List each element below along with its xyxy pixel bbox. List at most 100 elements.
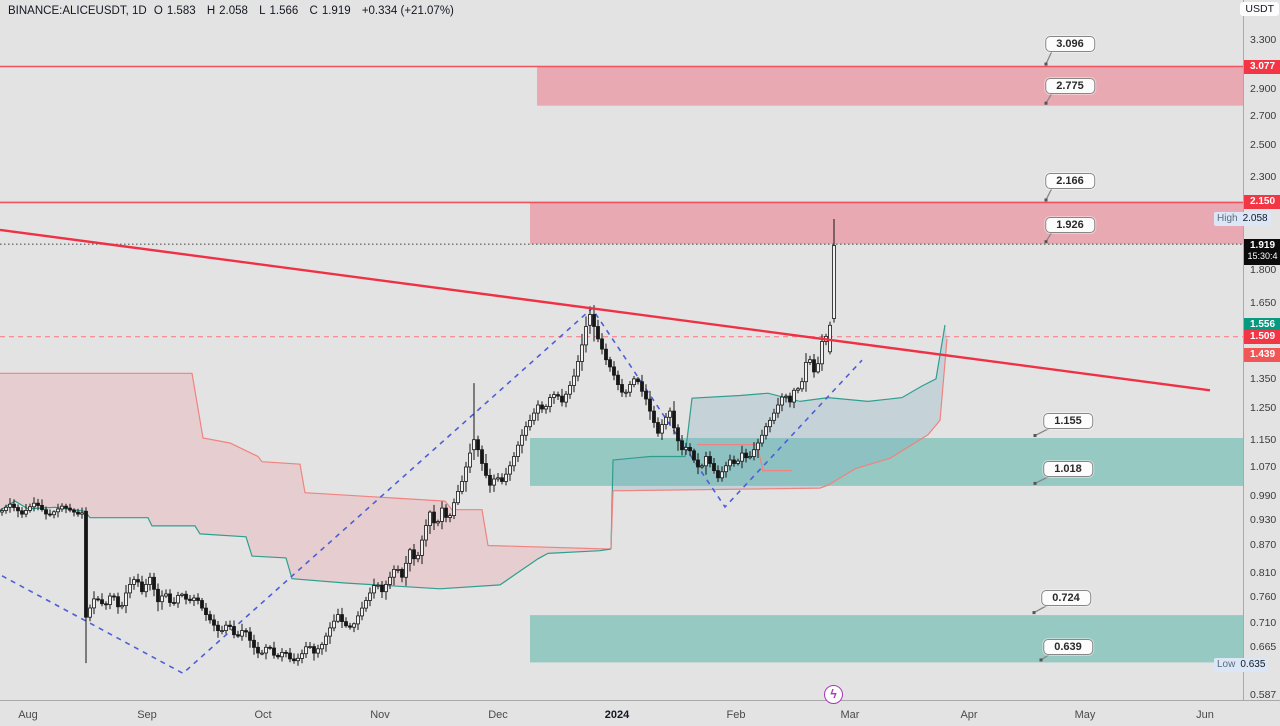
up-candle-body bbox=[760, 434, 764, 444]
down-candle-body bbox=[112, 595, 116, 598]
up-candle-body bbox=[660, 424, 664, 434]
up-candle-body bbox=[224, 624, 228, 632]
supply-zone[interactable] bbox=[537, 66, 1243, 106]
price-tick-3.300: 3.300 bbox=[1250, 33, 1277, 46]
up-candle-body bbox=[332, 620, 336, 629]
up-candle-body bbox=[520, 434, 524, 446]
time-tick-Apr: Apr bbox=[960, 709, 978, 721]
price-note-2.166[interactable]: 2.166 bbox=[1045, 173, 1095, 189]
descending-trendline-drawing[interactable] bbox=[0, 228, 1211, 392]
up-candle-body bbox=[324, 635, 328, 645]
callout-tail bbox=[1034, 475, 1051, 484]
price-note-0.639[interactable]: 0.639 bbox=[1043, 639, 1093, 655]
up-candle-body bbox=[764, 426, 768, 436]
price-note-0.724[interactable]: 0.724 bbox=[1041, 590, 1091, 606]
down-candle-body bbox=[272, 647, 276, 656]
up-candle-body bbox=[576, 361, 580, 377]
up-candle-body bbox=[568, 385, 572, 395]
callout-anchor-dot bbox=[1033, 434, 1037, 438]
time-tick-Sep: Sep bbox=[137, 709, 157, 721]
price-note-1.926[interactable]: 1.926 bbox=[1045, 217, 1095, 233]
up-candle-body bbox=[548, 397, 552, 408]
up-candle-body bbox=[664, 416, 668, 425]
up-candle-body bbox=[428, 511, 432, 526]
down-candle-body bbox=[40, 504, 44, 510]
senkou-b-line bbox=[0, 372, 611, 550]
axis-price-label-1.439: 1.439 bbox=[1244, 347, 1280, 362]
up-candle-body bbox=[828, 324, 832, 353]
demand-zone[interactable] bbox=[530, 438, 1243, 486]
down-candle-body bbox=[380, 584, 384, 593]
up-candle-body bbox=[360, 607, 364, 617]
up-candle-body bbox=[368, 592, 372, 601]
time-axis[interactable]: Aug Sep Oct Nov Dec 2024 Feb Mar Apr May Jun bbox=[0, 700, 1280, 726]
up-candle-body bbox=[4, 506, 8, 511]
price-note-2.775[interactable]: 2.775 bbox=[1045, 78, 1095, 94]
senkou-b-line bbox=[610, 338, 948, 550]
down-candle-body bbox=[592, 314, 596, 327]
up-candle-body bbox=[396, 569, 400, 571]
callout-tail bbox=[1045, 50, 1053, 65]
down-candle-body bbox=[232, 626, 236, 636]
time-tick-Nov: Nov bbox=[370, 709, 390, 721]
down-candle-body bbox=[444, 507, 448, 518]
price-note-1.155[interactable]: 1.155 bbox=[1043, 413, 1093, 429]
down-candle-body bbox=[84, 510, 88, 618]
up-candle-body bbox=[524, 426, 528, 436]
price-note-1.018[interactable]: 1.018 bbox=[1043, 461, 1093, 477]
up-candle-body bbox=[28, 506, 32, 511]
up-candle-body bbox=[336, 614, 340, 622]
up-candle-body bbox=[700, 465, 704, 468]
up-candle-body bbox=[800, 381, 804, 390]
up-candle-body bbox=[404, 562, 408, 578]
down-candle-body bbox=[152, 576, 156, 590]
up-candle-body bbox=[724, 465, 728, 473]
down-candle-body bbox=[348, 625, 352, 628]
bar-countdown: 15:30:4 bbox=[1247, 250, 1278, 261]
up-candle-body bbox=[628, 384, 632, 393]
up-candle-body bbox=[468, 452, 472, 468]
time-tick-Dec: Dec bbox=[488, 709, 508, 721]
down-candle-body bbox=[36, 502, 40, 506]
down-candle-body bbox=[340, 614, 344, 622]
down-candle-body bbox=[708, 456, 712, 464]
up-candle-body bbox=[816, 363, 820, 373]
down-candle-body bbox=[236, 634, 240, 637]
up-candle-body bbox=[24, 509, 28, 515]
close-label: C 1.919 bbox=[309, 5, 351, 17]
down-candle-body bbox=[268, 646, 272, 649]
price-note-3.096[interactable]: 3.096 bbox=[1045, 36, 1095, 52]
time-tick-Feb: Feb bbox=[726, 709, 746, 721]
down-candle-body bbox=[248, 631, 252, 641]
supply-zone[interactable] bbox=[530, 202, 1243, 245]
low-value: 0.635 bbox=[1240, 658, 1266, 670]
up-candle-body bbox=[804, 361, 808, 383]
demand-zone[interactable] bbox=[530, 615, 1243, 663]
down-candle-body bbox=[140, 581, 144, 593]
up-candle-body bbox=[304, 646, 308, 655]
down-candle-body bbox=[604, 348, 608, 361]
up-candle-body bbox=[32, 502, 36, 508]
change-label: +0.334 (+21.07%) bbox=[361, 5, 454, 17]
symbol-title[interactable]: BINANCE:ALICEUSDT, 1D bbox=[8, 5, 147, 17]
up-candle-body bbox=[756, 442, 760, 451]
up-candle-body bbox=[704, 456, 708, 467]
lightning-idea-icon[interactable]: ϟ bbox=[824, 685, 843, 704]
price-tick-2.700: 2.700 bbox=[1250, 110, 1277, 123]
down-candle-body bbox=[676, 427, 680, 442]
candlesticks bbox=[0, 219, 836, 666]
low-label: Low bbox=[1217, 658, 1236, 670]
down-candle-body bbox=[104, 603, 108, 606]
down-candle-body bbox=[744, 452, 748, 459]
price-axis[interactable]: USDT 3.300 2.900 2.700 2.500 2.300 1.800 1.650… bbox=[1240, 0, 1280, 701]
up-candle-body bbox=[108, 595, 112, 606]
currency-tab[interactable]: USDT bbox=[1240, 2, 1279, 16]
up-candle-body bbox=[528, 419, 532, 428]
up-candle-body bbox=[392, 569, 396, 578]
up-candle-body bbox=[572, 375, 576, 386]
price-tick-1.150: 1.150 bbox=[1250, 433, 1277, 446]
up-candle-body bbox=[424, 525, 428, 541]
up-candle-body bbox=[772, 412, 776, 421]
